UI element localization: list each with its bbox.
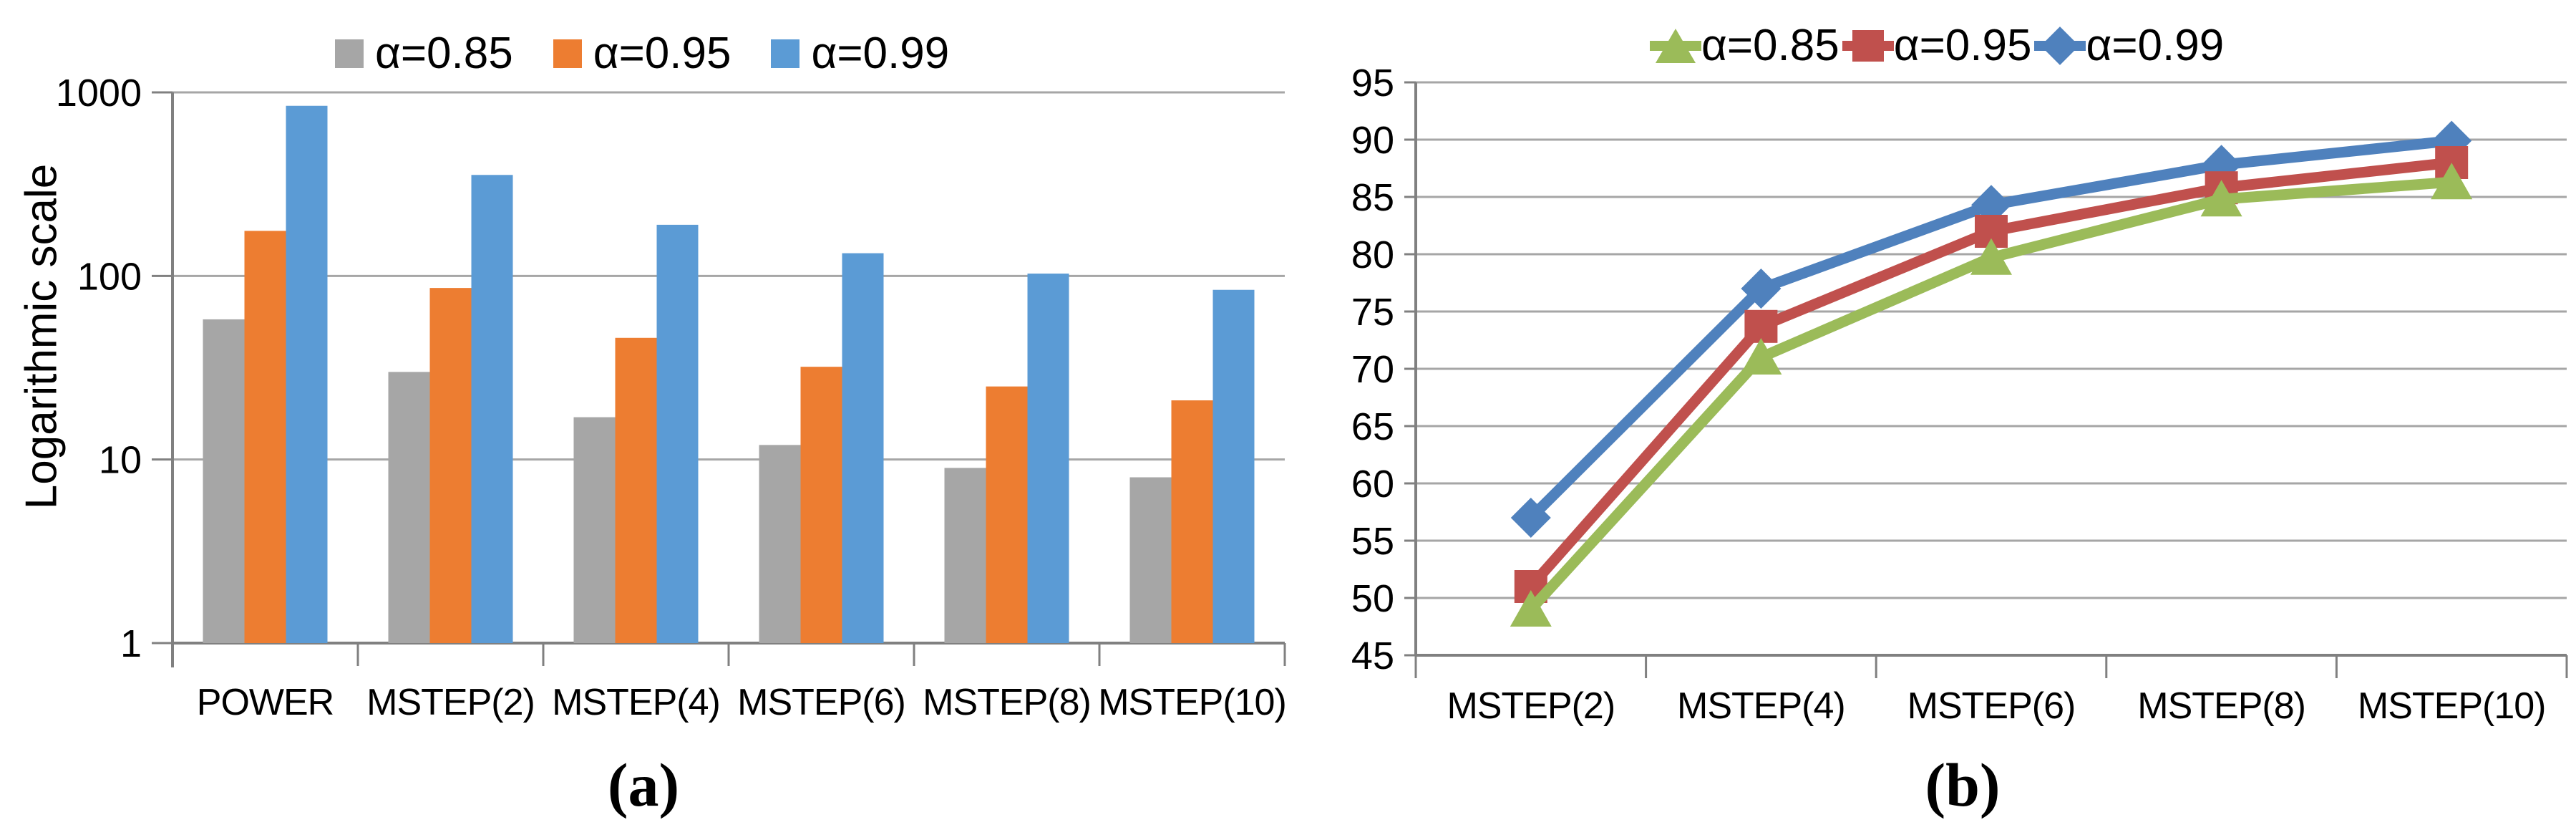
bar xyxy=(986,386,1028,643)
marker-triangle xyxy=(1510,590,1552,627)
bar xyxy=(388,372,430,643)
bar xyxy=(1171,400,1213,643)
bar xyxy=(615,337,657,643)
y-tick-label: 45 xyxy=(1351,634,1394,677)
legend-item: α=0.85 xyxy=(1650,24,1839,68)
x-category-label: MSTEP(2) xyxy=(366,682,535,723)
x-category-label: MSTEP(8) xyxy=(923,682,1091,723)
y-tick-label: 100 xyxy=(77,255,142,298)
x-category-label: MSTEP(4) xyxy=(1677,685,1845,727)
bar xyxy=(800,367,842,643)
legend-a: α=0.85 α=0.95 α=0.99 xyxy=(335,32,989,76)
bar xyxy=(656,224,699,643)
y-tick-label: 60 xyxy=(1351,463,1394,506)
x-category-label: MSTEP(6) xyxy=(1907,685,2076,727)
bar xyxy=(286,105,328,643)
legend-label: α=0.85 xyxy=(375,29,513,78)
x-category-label: MSTEP(10) xyxy=(1098,682,1286,723)
legend-b: α=0.85 α=0.95 α=0.99 xyxy=(1650,24,2227,68)
bar xyxy=(203,319,245,643)
marker-square xyxy=(1744,309,1778,343)
marker-diamond xyxy=(1741,269,1782,309)
legend-marker-square-icon xyxy=(1842,24,1894,67)
legend-marker-diamond-icon xyxy=(2034,24,2086,67)
x-category-label: MSTEP(4) xyxy=(552,682,720,723)
legend-swatch-orange-icon xyxy=(553,39,582,68)
bar xyxy=(759,445,801,643)
legend-item: α=0.99 xyxy=(2034,24,2224,68)
legend-label: α=0.95 xyxy=(593,29,732,78)
bar xyxy=(471,175,513,644)
panel-b: 45 50 55 60 65 70 75 80 85 90 95 MSTEP(2) MSTEP(4) MS… xyxy=(1288,0,2576,835)
bar xyxy=(1027,274,1069,643)
panel-a: 1 10 100 1000 POWER MSTEP(2) MSTEP(4) MSTEP(6) M… xyxy=(16,32,1287,820)
y-tick-label: 95 xyxy=(1351,62,1394,105)
bar xyxy=(244,231,286,643)
bar-chart: 1 10 100 1000 POWER MSTEP(2) MSTEP(4) MSTEP(6) M… xyxy=(56,72,1287,723)
y-tick-label: 70 xyxy=(1351,348,1394,391)
y-axis-title: Logarithmic scale xyxy=(16,163,67,510)
y-tick-label: 1 xyxy=(120,622,142,665)
legend-item: α=0.99 xyxy=(771,32,949,76)
legend-label: α=0.99 xyxy=(811,29,950,78)
caption-a: (a) xyxy=(607,750,680,819)
marker-diamond xyxy=(1510,498,1551,538)
marker-triangle xyxy=(2431,163,2473,200)
x-category-label: MSTEP(2) xyxy=(1447,685,1615,727)
x-category-label: MSTEP(6) xyxy=(737,682,905,723)
y-tick-label: 90 xyxy=(1351,119,1394,162)
bar xyxy=(944,468,986,643)
y-tick-label: 85 xyxy=(1351,176,1394,219)
bar xyxy=(573,417,616,643)
legend-item: α=0.85 xyxy=(335,32,513,76)
x-category-label: POWER xyxy=(197,682,334,723)
marker-triangle xyxy=(1740,338,1782,375)
bar xyxy=(429,288,472,643)
legend-swatch-gray-icon xyxy=(335,39,364,68)
legend-swatch-blue-icon xyxy=(771,39,800,68)
bar xyxy=(842,253,884,643)
y-tick-label: 55 xyxy=(1351,520,1394,563)
y-tick-label: 1000 xyxy=(56,72,142,115)
bar xyxy=(1129,477,1172,643)
legend-label: α=0.95 xyxy=(1893,21,2032,70)
legend-item: α=0.95 xyxy=(1842,21,2032,70)
y-tick-label: 10 xyxy=(99,439,142,482)
legend-label: α=0.85 xyxy=(1701,21,1839,70)
legend-label: α=0.99 xyxy=(2086,21,2225,70)
legend-item: α=0.95 xyxy=(553,29,732,78)
caption-b: (b) xyxy=(1925,750,2001,819)
legend-marker-triangle-icon xyxy=(1650,24,1701,67)
line-chart: 45 50 55 60 65 70 75 80 85 90 95 MSTEP(2) MSTEP(4) MS… xyxy=(1351,62,2568,727)
bar xyxy=(1212,289,1255,643)
marker-triangle xyxy=(2200,180,2242,217)
y-tick-label: 65 xyxy=(1351,405,1394,448)
y-tick-label: 80 xyxy=(1351,233,1394,276)
marker-triangle xyxy=(1970,238,2012,275)
y-tick-label: 50 xyxy=(1351,577,1394,620)
x-category-label: MSTEP(8) xyxy=(2137,685,2305,727)
x-category-label: MSTEP(10) xyxy=(2358,685,2546,727)
y-tick-label: 75 xyxy=(1351,291,1394,334)
